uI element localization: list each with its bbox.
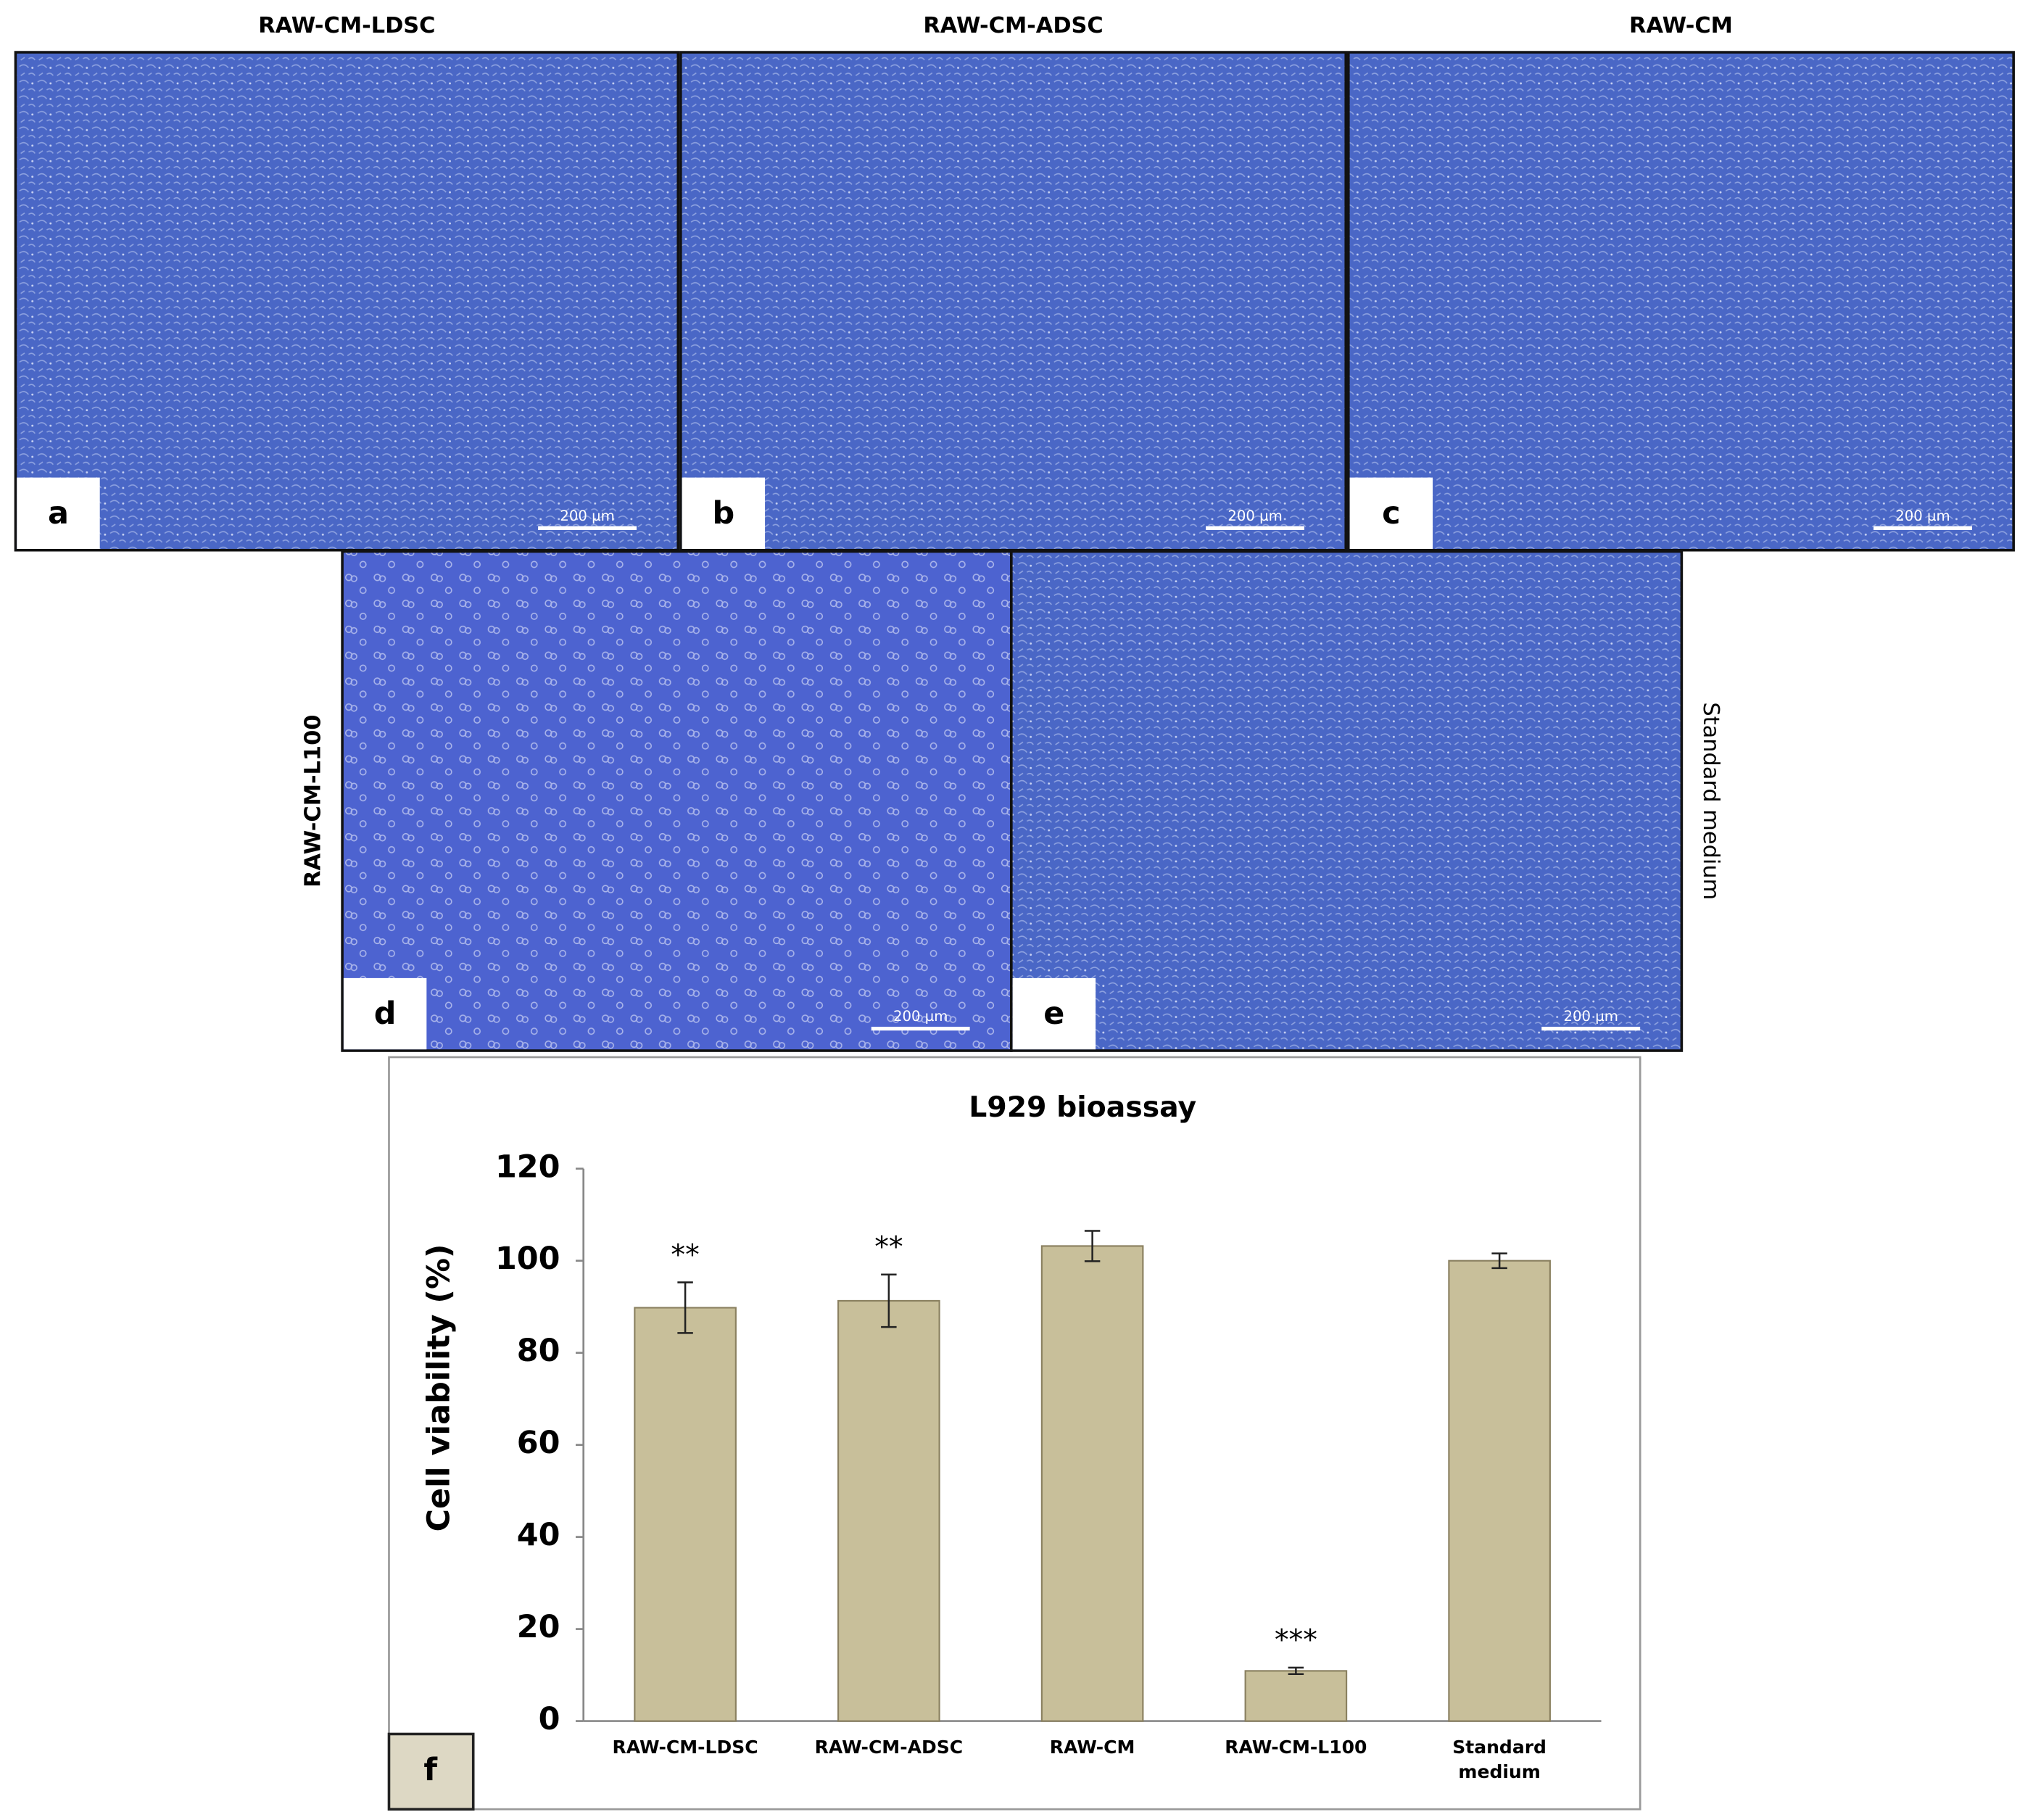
panel-letter: d: [374, 996, 397, 1032]
error-bar: [881, 1273, 897, 1328]
x-tick-label: RAW-CM-ADSC: [815, 1737, 964, 1758]
panel-letter-box: [1012, 977, 1096, 1050]
bar: [1040, 1245, 1144, 1722]
scale-bar-label: 200 µm: [1227, 508, 1282, 524]
panel-title: Standard medium: [1698, 702, 1723, 900]
error-bar: [1491, 1252, 1507, 1270]
panel-title: RAW-CM-LDSC: [258, 13, 435, 38]
x-tick-label: RAW-CM-L100: [1225, 1737, 1367, 1758]
panel-letter: e: [1043, 996, 1064, 1032]
y-tick-label: 100: [495, 1241, 560, 1277]
x-tick-label: RAW-CM: [1050, 1737, 1135, 1758]
x-tick-label: RAW-CM-LDSC: [613, 1737, 758, 1758]
scale-bar-label: 200 µm: [893, 1008, 948, 1025]
scale-bar-label: 200 µm: [560, 508, 614, 524]
panel-letter: c: [1382, 495, 1400, 531]
micrograph: [1347, 51, 2015, 552]
scale-bar-label: 200 µm: [1895, 508, 1950, 524]
chart-frame: [388, 1056, 1641, 1811]
panel-letter-box: [17, 477, 100, 549]
scale-bar-label: 200 µm: [1563, 1008, 1618, 1025]
bar: [1244, 1670, 1348, 1722]
error-bar: [677, 1281, 693, 1334]
y-tick-label: 20: [517, 1609, 560, 1645]
micrograph: [679, 51, 1348, 552]
significance-label: **: [671, 1238, 699, 1271]
error-bar: [1288, 1666, 1304, 1676]
panel-title: RAW-CM-ADSC: [923, 13, 1103, 38]
bar: [837, 1299, 940, 1722]
error-bar: [1084, 1230, 1101, 1262]
y-tick-label: 120: [495, 1149, 560, 1185]
y-tick-label: 80: [517, 1333, 560, 1369]
chart-title: L929 bioassay: [969, 1091, 1196, 1124]
panel-title: RAW-CM: [1629, 13, 1733, 38]
panel-letter: b: [712, 495, 734, 531]
significance-label: **: [874, 1230, 903, 1264]
micrograph: [341, 550, 1013, 1052]
x-tick-label: Standard medium: [1452, 1737, 1547, 1782]
panel-label: f: [423, 1752, 438, 1788]
bar: [634, 1307, 737, 1722]
panel-letter-box: [1349, 477, 1433, 549]
y-tick-label: 60: [517, 1425, 560, 1461]
panel-letter: a: [48, 495, 69, 531]
significance-label: ***: [1275, 1623, 1317, 1657]
micrograph: [14, 51, 680, 552]
y-axis-label: Cell viability (%): [421, 1244, 457, 1531]
micrograph: [1010, 550, 1684, 1052]
panel-letter-box: [343, 977, 427, 1050]
bar: [1448, 1259, 1551, 1722]
y-tick-label: 0: [539, 1701, 560, 1737]
y-tick-label: 40: [517, 1517, 560, 1553]
panel-title: RAW-CM-L100: [300, 715, 326, 888]
panel-letter-box: [682, 477, 766, 549]
panel-label-box: [387, 1732, 475, 1811]
